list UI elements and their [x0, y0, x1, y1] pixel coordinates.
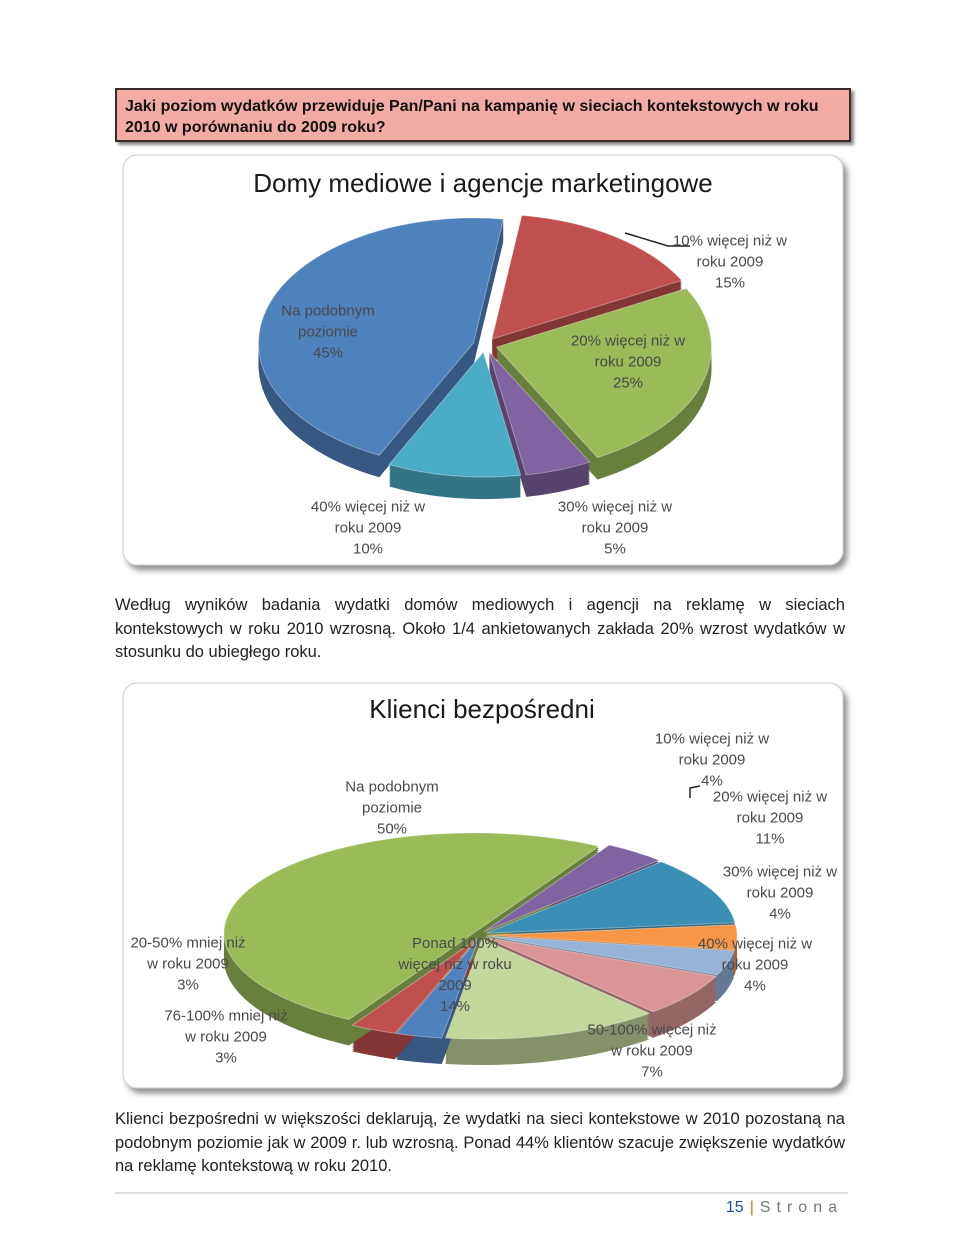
slice-value: 15%: [714, 274, 746, 292]
slice: [486, 861, 736, 934]
slice-label: 20-50% mniej niż w roku 2009 3%: [123, 933, 253, 996]
slice-value: 14%: [439, 998, 471, 1015]
slice: [486, 924, 738, 951]
slice: [395, 938, 479, 1039]
chart-title: Klienci bezpośredni: [369, 694, 595, 724]
slice-label: 40% więcej niż w roku 2009 10%: [298, 497, 438, 560]
slice: [486, 935, 735, 976]
slice-label: 20% więcej niż w roku 2009 25%: [558, 331, 698, 394]
slice-category: 50-100% więcej niż w roku 2009: [587, 1021, 717, 1060]
leader-line: [689, 785, 701, 798]
paragraph: Klienci bezpośredni w większości deklaru…: [115, 1110, 845, 1175]
page-label: Strona: [759, 1199, 843, 1216]
slice: [350, 938, 478, 1034]
slice-value: 10%: [352, 540, 384, 558]
separator: |: [749, 1199, 754, 1216]
question-box: Jaki poziom wydatków przewiduje Pan/Pani…: [115, 88, 851, 142]
chart-title: Domy mediowe i agencje marketingowe: [253, 168, 713, 198]
footer: 15 | Strona: [726, 1199, 843, 1217]
slice-category: Na podobnym poziomie: [281, 302, 375, 341]
paragraph: Według wyników badania wydatki domów med…: [115, 596, 845, 661]
slice: [488, 351, 591, 476]
slice: [495, 287, 712, 459]
slice: [388, 351, 522, 478]
page-number: 15: [725, 1199, 744, 1216]
slice-label: 30% więcej niż w roku 2009 5%: [545, 497, 685, 560]
slice-category: 76-100% mniej niż w roku 2009: [164, 1007, 288, 1046]
slice-value: 4%: [744, 977, 766, 995]
slice-category: 10% więcej niż w roku 2009: [672, 232, 788, 271]
slice-category: Ponad 100% więcej niż w roku 2009: [398, 935, 512, 994]
slice: [444, 938, 651, 1040]
slice-value: 7%: [641, 1063, 663, 1081]
slice-label: Ponad 100% więcej niż w roku 2009 14%: [390, 933, 520, 1017]
slice-value: 11%: [755, 830, 785, 848]
slice-value: 4%: [701, 772, 723, 790]
slice-label: Na podobnym poziomie 45%: [258, 301, 398, 364]
slice-category: 40% więcej niż w roku 2009: [697, 935, 813, 974]
slice-value: 3%: [215, 1049, 237, 1067]
slice-category: 20% więcej niż w roku 2009: [712, 788, 828, 827]
slice-value: 4%: [769, 905, 791, 923]
slice: [485, 936, 718, 1013]
slice-label: 10% więcej niż w roku 2009 4%: [647, 729, 777, 792]
slice: [258, 217, 505, 456]
slice-label: 50-100% więcej niż w roku 2009 7%: [587, 1020, 717, 1083]
slice-value: 50%: [376, 820, 408, 838]
slice-category: 10% więcej niż w roku 2009: [654, 730, 770, 769]
slice-label: 30% więcej niż w roku 2009 4%: [715, 862, 845, 925]
leader-line: [624, 232, 690, 247]
slice-category: 40% więcej niż w roku 2009: [310, 498, 426, 537]
slice-label: Na podobnym poziomie 50%: [327, 777, 457, 840]
slice-label: 76-100% mniej niż w roku 2009 3%: [161, 1006, 291, 1069]
slice-category: 30% więcej niż w roku 2009: [557, 498, 673, 537]
slice-value: 5%: [604, 540, 626, 558]
slice-value: 3%: [177, 976, 199, 994]
slice-label: 40% więcej niż w roku 2009 4%: [690, 934, 820, 997]
slice-category: Na podobnym poziomie: [345, 778, 439, 817]
slice-label: 10% więcej niż w roku 2009 15%: [660, 231, 800, 294]
slice: [483, 844, 661, 933]
slice-label: 20% więcej niż w roku 2009 11%: [705, 787, 835, 850]
slice-category: 30% więcej niż w roku 2009: [722, 863, 838, 902]
slice: [224, 832, 601, 1021]
slice: [491, 214, 683, 340]
slice-category: 20% więcej niż w roku 2009: [570, 332, 686, 371]
slice-category: 20-50% mniej niż w roku 2009: [130, 934, 246, 973]
slice-value: 45%: [312, 344, 344, 362]
slice-value: 25%: [612, 374, 644, 392]
